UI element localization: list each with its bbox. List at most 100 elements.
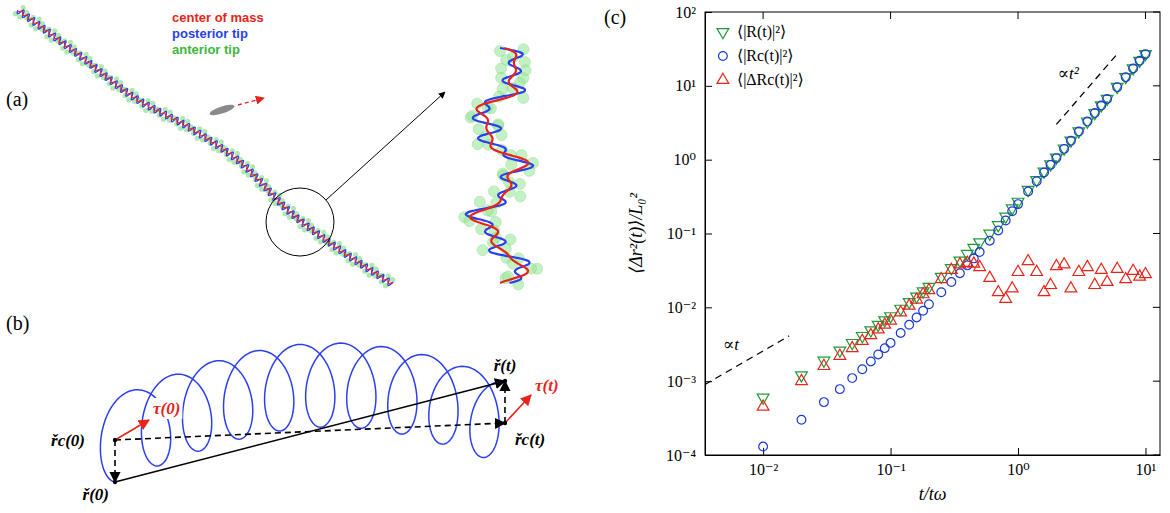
point <box>1095 263 1107 273</box>
point <box>985 236 994 245</box>
point <box>1140 268 1152 278</box>
y-tick-mark-right <box>1153 455 1160 456</box>
point <box>1103 95 1112 104</box>
y-tick-label: 10⁻⁴ <box>666 447 696 464</box>
point <box>975 248 984 257</box>
point <box>1000 292 1012 302</box>
point <box>846 341 858 351</box>
point <box>1065 282 1077 292</box>
point <box>925 300 934 309</box>
point <box>866 357 875 366</box>
point <box>835 385 844 394</box>
point <box>1074 127 1083 136</box>
point <box>797 415 806 424</box>
point <box>992 285 1004 295</box>
diagram-label-text: ř(0) <box>83 485 109 504</box>
x-tick: 10⁰ <box>1007 448 1029 478</box>
legend-label: ⟨|R(t)|²⟩ <box>737 23 786 41</box>
point <box>1134 57 1146 67</box>
y-tick: 10⁻² <box>667 299 712 316</box>
point <box>1101 95 1113 105</box>
point <box>1060 145 1069 154</box>
x-tick-mark-top <box>1145 12 1146 19</box>
anterior-dot <box>17 14 22 19</box>
inset-anterior-dot <box>474 196 485 207</box>
diagram-label-text: řc(0) <box>51 431 85 450</box>
anterior-dot <box>33 26 38 31</box>
point <box>912 313 921 322</box>
x-axis-line <box>706 455 1161 456</box>
y-tick: 10⁻³ <box>667 373 712 390</box>
diagram-label: τ(0) <box>151 398 182 419</box>
x-tick: 10¹ <box>1136 448 1157 478</box>
point <box>903 299 915 309</box>
point <box>834 349 846 359</box>
annotation-label: ∝t² <box>1057 64 1079 83</box>
y-tick-label: 10² <box>675 4 696 21</box>
point <box>905 320 914 329</box>
y-tick-label: 10⁻¹ <box>667 225 696 242</box>
point <box>1081 260 1093 270</box>
label-background <box>81 484 111 505</box>
panel-label: (c) <box>604 6 626 29</box>
zoom-circle <box>266 188 334 256</box>
offset-vector <box>504 381 506 423</box>
label-background <box>492 355 519 376</box>
y-tick-mark <box>705 12 712 13</box>
point <box>1121 73 1130 82</box>
point <box>886 339 895 348</box>
point <box>1031 177 1043 187</box>
point <box>1089 278 1101 288</box>
center-displacement <box>115 423 505 440</box>
panel-b: ř(0)řc(0)τ(0)ř(t)řc(t)τ(t) <box>49 343 561 505</box>
legend-label: ⟨|ΔRc(t)|²⟩ <box>737 71 804 89</box>
y-tick-mark-right <box>1153 12 1160 13</box>
label-background <box>513 429 547 450</box>
y-axis: 10⁻⁴10⁻³10⁻²10⁻¹10⁰10¹10² <box>666 4 712 464</box>
point <box>1052 154 1061 163</box>
anterior-dot <box>334 251 339 256</box>
point <box>1058 258 1070 268</box>
y-tick: 10² <box>675 4 712 21</box>
anterior-dot <box>202 129 207 134</box>
point <box>1073 128 1085 138</box>
point <box>1031 265 1043 275</box>
x-tick-label: 10⁰ <box>1007 461 1029 478</box>
point <box>1014 200 1023 209</box>
diagram-label: řc(t) <box>513 429 547 450</box>
guide-line <box>705 336 789 385</box>
x-tick-label: 10¹ <box>1136 461 1157 478</box>
point <box>1045 278 1057 288</box>
point <box>947 278 956 287</box>
point <box>994 226 1003 235</box>
panel-label: (b) <box>6 312 29 335</box>
anterior-dot <box>219 139 224 144</box>
y-tick-mark <box>705 307 712 308</box>
x-tick-mark <box>1018 448 1019 455</box>
y-tick-label: 10⁻² <box>667 299 696 316</box>
panel-a-legend-label: anterior tip <box>172 42 240 57</box>
anterior-dot <box>126 97 131 102</box>
y-tick-mark <box>705 455 712 456</box>
point <box>759 442 768 451</box>
y-tick-mark <box>705 86 712 87</box>
diagram-label-text: řc(t) <box>515 430 545 449</box>
anterior-dot <box>110 86 115 91</box>
label-background <box>533 375 561 396</box>
y-tick-label: 10¹ <box>675 77 696 94</box>
point <box>1081 118 1093 128</box>
panel-a-legend-label: center of mass <box>172 10 264 25</box>
point <box>796 374 808 384</box>
anterior-dot <box>383 283 388 288</box>
inset-posterior-path <box>466 48 534 283</box>
point <box>820 398 829 407</box>
annotation-label: ∝t <box>723 335 741 354</box>
center-path <box>17 11 392 284</box>
point <box>1113 83 1122 92</box>
y-tick: 10⁻¹ <box>667 225 712 242</box>
y-tick-mark-right <box>1153 233 1160 234</box>
label-background <box>151 398 182 419</box>
x-tick-mark <box>891 448 892 455</box>
point <box>935 273 947 283</box>
offset-vector <box>114 440 116 482</box>
